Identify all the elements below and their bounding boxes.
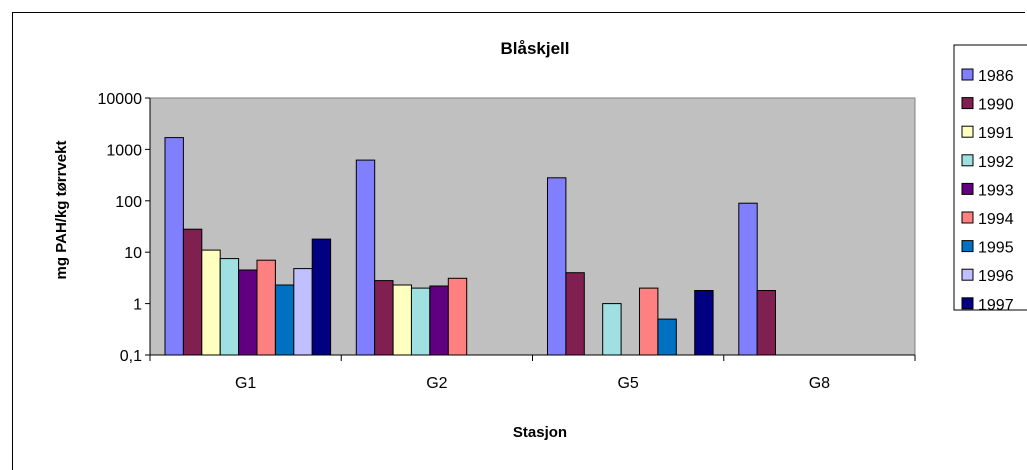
legend-swatch-1995 [961,240,974,253]
bar-g5-1994 [639,287,659,356]
bar-g1-1997 [311,238,332,356]
bar-g1-1986 [164,137,184,356]
y-tick-label: 0,1 [120,348,142,365]
y-tick-label: 10000 [98,91,143,108]
chart-title: Blåskjell [501,39,570,58]
legend-swatch-1990 [961,97,974,110]
bar-g1-1994 [256,259,276,356]
legend-label-1995: 1995 [978,240,1014,257]
bar-g5-1995 [657,318,677,356]
x-axis-label: Stasjon [513,424,567,441]
bar-g2-1990 [374,280,394,356]
legend-label-1986: 1986 [978,68,1014,85]
bar-g1-1991 [201,249,221,356]
bar-g5-1990 [565,272,585,356]
y-tick-label: 100 [115,194,142,211]
bar-g2-1992 [410,287,431,356]
bar-g1-1990 [182,228,203,356]
bar-g5-1997 [694,290,714,356]
bar-g1-1995 [274,284,295,356]
legend: 1986 1990 1991 1992 1993 1994 1995 1996 1997 [953,44,1027,314]
legend-swatch-1992 [961,154,974,167]
legend-label-1997: 1997 [978,297,1014,314]
legend-swatch-1986 [961,68,974,81]
bar-g2-1994 [447,277,468,356]
bar-g2-1993 [429,285,449,356]
legend-swatch-1996 [961,268,974,281]
legend-swatch-1997 [961,297,974,310]
bar-g5-1992 [602,303,622,356]
y-tick-label: 1 [133,297,142,314]
legend-label-1996: 1996 [978,268,1014,285]
bar-g1-1992 [219,258,240,356]
x-tick-label: G2 [426,375,447,392]
x-tick-label: G5 [617,375,638,392]
bar-g5-1986 [547,177,567,356]
bar-g2-1986 [355,159,376,356]
y-axis-label: mg PAH/kg tørrvekt [53,141,70,280]
bar-g1-1996 [293,268,313,356]
y-tick-label: 1000 [106,142,142,159]
y-tick-label: 10 [124,245,142,262]
legend-swatch-1994 [961,211,974,224]
legend-label-1992: 1992 [978,154,1014,171]
legend-label-1994: 1994 [978,211,1014,228]
legend-box [953,44,1027,311]
x-tick-label: G1 [235,375,256,392]
bar-g1-1993 [238,269,258,356]
bar-g8-1990 [756,290,776,356]
bar-g8-1986 [738,202,758,356]
legend-label-1990: 1990 [978,97,1014,114]
x-tick-label: G8 [809,375,830,392]
legend-label-1991: 1991 [978,125,1014,142]
legend-label-1993: 1993 [978,182,1014,199]
bar-g2-1991 [392,284,413,356]
legend-swatch-1993 [961,182,974,195]
legend-swatch-1991 [961,125,974,138]
